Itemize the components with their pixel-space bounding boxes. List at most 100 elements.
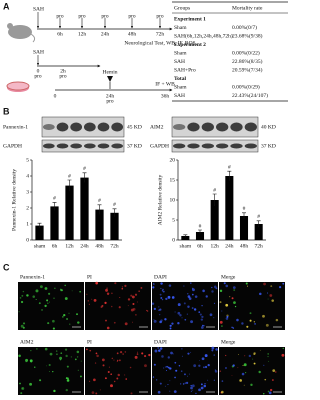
cell (44, 287, 48, 290)
cell (187, 305, 190, 308)
pro-label: pro (101, 13, 109, 19)
cell (269, 388, 273, 392)
cell (53, 297, 55, 299)
cell (258, 370, 261, 374)
cell (271, 379, 274, 381)
timeline-start: SAH (33, 6, 44, 12)
cell (232, 364, 235, 367)
cell (118, 359, 121, 362)
cell (190, 384, 193, 387)
bar (35, 225, 44, 240)
cell (136, 301, 138, 303)
cell (164, 366, 166, 368)
cell (114, 282, 117, 285)
cell (252, 358, 254, 360)
blot-band (42, 124, 55, 130)
cell (80, 360, 82, 362)
cell (59, 356, 63, 360)
cell (52, 327, 55, 330)
cell (131, 295, 135, 299)
cell (213, 317, 215, 319)
event-marker (107, 76, 113, 82)
cell (193, 364, 197, 368)
cell (259, 292, 262, 296)
blot-panel (41, 139, 125, 153)
table-cell: SAH(6h,12h,24h,48h,72h) (174, 32, 233, 39)
error-bar (82, 172, 87, 183)
cell (153, 319, 157, 323)
error-bar (37, 222, 42, 228)
cell (254, 323, 257, 325)
cell (116, 377, 119, 380)
cell (191, 293, 194, 296)
error-bar (52, 202, 57, 211)
y-tick-label: 5 (172, 217, 175, 223)
blot-band (216, 122, 229, 132)
cell (59, 359, 62, 361)
cell (77, 369, 79, 371)
cell (144, 364, 147, 368)
cell (159, 293, 162, 296)
blot-control: GAPDH (150, 143, 169, 149)
cell (161, 289, 164, 292)
y-tick-label: 2 (26, 205, 29, 211)
cell (46, 365, 48, 367)
cell (245, 372, 247, 374)
cell (198, 388, 201, 392)
cell (221, 380, 224, 382)
cell (213, 285, 217, 289)
cell (130, 308, 134, 312)
cell (233, 301, 236, 304)
cell (211, 349, 214, 352)
error-bar (212, 193, 217, 206)
pro-label: pro (59, 73, 67, 79)
bar (210, 200, 219, 240)
cell (101, 358, 105, 362)
cell (282, 347, 284, 350)
cell (162, 290, 165, 293)
cell (202, 289, 205, 293)
mouse-icon (7, 23, 36, 43)
cell (113, 380, 116, 383)
cell (35, 289, 39, 293)
error-bar (242, 212, 246, 220)
pro-label: pro (78, 13, 86, 19)
cell (238, 354, 239, 355)
cell (119, 350, 123, 354)
table-cell: 0.00%(0/29) (232, 83, 260, 90)
cell (127, 305, 129, 307)
blot-panel (171, 116, 259, 138)
image-label: Pannexin-1 (20, 274, 45, 280)
cell (231, 297, 234, 300)
cell (267, 298, 269, 300)
x-tick-label: sham (180, 243, 192, 249)
cell (192, 389, 194, 391)
cell (270, 285, 273, 288)
cell (153, 307, 157, 311)
y-tick-label: 0 (172, 237, 175, 243)
cell (159, 382, 162, 385)
cell (159, 320, 162, 324)
cell (30, 350, 32, 352)
table-cell: 23.68%(9/38) (232, 32, 263, 39)
blot-band (230, 143, 243, 149)
blot-band (97, 122, 110, 132)
cell (248, 354, 252, 358)
cell (183, 302, 186, 305)
y-tick-label: 3 (26, 189, 29, 195)
cell (267, 390, 270, 393)
cell (118, 306, 121, 309)
cell (269, 294, 273, 297)
cell (35, 299, 37, 301)
bar (239, 216, 249, 240)
time-label: 72h (156, 31, 165, 37)
cell (171, 322, 174, 325)
cell (174, 361, 177, 364)
cell (60, 288, 63, 292)
cell (182, 383, 185, 385)
cell (26, 294, 29, 297)
table-header: Groups (174, 5, 190, 11)
cell (66, 365, 69, 368)
cell (236, 318, 239, 322)
cell (132, 307, 136, 311)
